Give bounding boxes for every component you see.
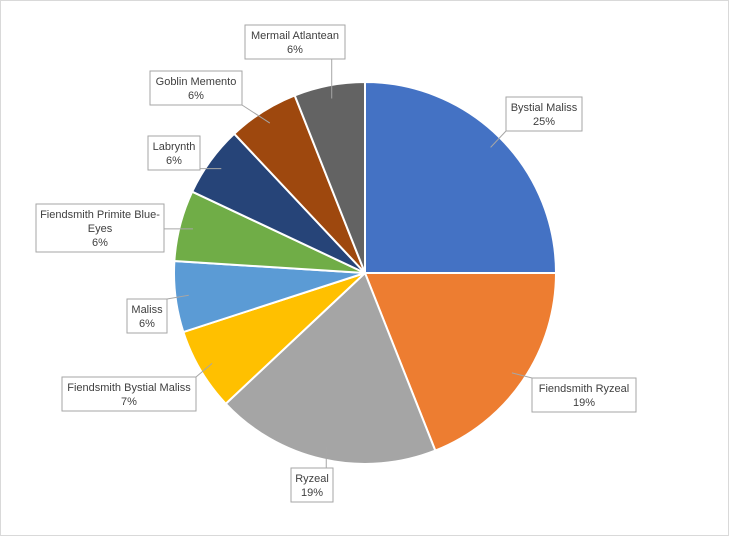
data-label-percent: 7% (121, 396, 137, 408)
data-label-category: Goblin Memento (156, 76, 237, 88)
leader-line (490, 130, 507, 148)
data-label-category: Eyes (88, 223, 113, 235)
leader-line (195, 363, 213, 378)
data-label-percent: 6% (287, 44, 303, 56)
data-label-category: Fiendsmith Ryzeal (539, 383, 629, 395)
leader-line (241, 104, 271, 124)
pie-slice-mermail-atlantean (293, 80, 366, 274)
data-label-callout: Fiendsmith Bystial Maliss 7% (61, 376, 197, 412)
leader-line (166, 294, 189, 300)
data-label-percent: 6% (139, 318, 155, 330)
data-label-callout: Maliss 6% (126, 298, 168, 334)
callout-box (61, 376, 197, 412)
callout-box (35, 203, 165, 253)
data-label-percent: 6% (188, 90, 204, 102)
data-label-callout: Mermail Atlantean 6% (244, 24, 346, 60)
data-label-callout: Bystial Maliss 25% (505, 96, 583, 132)
pie-slice-fiendsmith-ryzeal (363, 272, 558, 452)
data-label-category: Ryzeal (295, 473, 329, 485)
data-label-category: Fiendsmith Primite Blue- (40, 209, 160, 221)
data-label-callout: Ryzeal 19% (290, 467, 334, 503)
data-label-category: Bystial Maliss (511, 102, 578, 114)
data-label-percent: 25% (533, 116, 555, 128)
callout-box (126, 298, 168, 334)
pie-slice-ryzeal (224, 271, 437, 465)
data-label-callout: Fiendsmith Ryzeal 19% (531, 377, 637, 413)
callout-box (531, 377, 637, 413)
data-label-percent: 6% (166, 155, 182, 167)
data-label-category: Maliss (131, 304, 163, 316)
data-label-category: Mermail Atlantean (251, 30, 339, 42)
callout-box (147, 135, 201, 171)
data-label-category: Fiendsmith Bystial Maliss (67, 382, 191, 394)
callout-box (149, 70, 243, 106)
data-label-callout: Fiendsmith Primite Blue- Eyes 6% (35, 203, 165, 253)
callout-box (290, 467, 334, 503)
data-label-percent: 19% (573, 397, 595, 409)
callout-box (244, 24, 346, 60)
data-label-percent: 19% (301, 487, 323, 499)
leader-line (511, 372, 533, 379)
callout-box (505, 96, 583, 132)
data-label-callout: Goblin Memento 6% (149, 70, 243, 106)
data-label-category: Labrynth (153, 141, 196, 153)
data-label-percent: 6% (92, 237, 108, 249)
data-label-callout: Labrynth 6% (147, 135, 201, 171)
